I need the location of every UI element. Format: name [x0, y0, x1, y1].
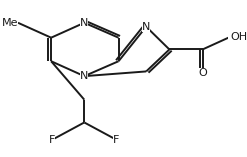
Text: F: F — [49, 135, 55, 145]
Text: N: N — [80, 18, 88, 28]
Text: Me: Me — [1, 18, 18, 28]
Text: N: N — [142, 22, 150, 32]
Text: N: N — [80, 71, 88, 81]
Text: OH: OH — [230, 32, 247, 42]
Text: F: F — [113, 135, 120, 145]
Text: O: O — [198, 68, 207, 78]
